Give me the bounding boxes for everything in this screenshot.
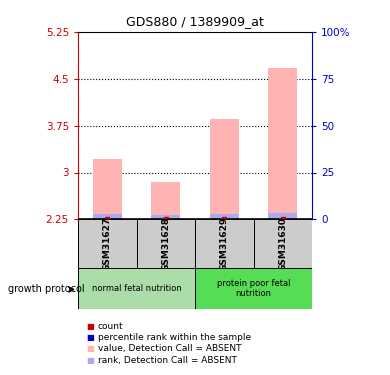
Text: GSM31627: GSM31627 xyxy=(103,217,112,271)
Bar xyxy=(136,219,195,268)
Text: rank, Detection Call = ABSENT: rank, Detection Call = ABSENT xyxy=(98,356,236,364)
Text: protein poor fetal
nutrition: protein poor fetal nutrition xyxy=(217,279,290,298)
Text: GSM31630: GSM31630 xyxy=(278,217,287,271)
Bar xyxy=(254,219,312,268)
Bar xyxy=(78,268,195,309)
Text: ■: ■ xyxy=(86,356,94,364)
Text: GSM31629: GSM31629 xyxy=(220,217,229,271)
Text: ■: ■ xyxy=(86,333,94,342)
Bar xyxy=(93,159,122,219)
Text: GSM31628: GSM31628 xyxy=(161,217,170,271)
Bar xyxy=(151,215,180,219)
Text: normal fetal nutrition: normal fetal nutrition xyxy=(92,284,181,293)
Text: percentile rank within the sample: percentile rank within the sample xyxy=(98,333,251,342)
Text: ■: ■ xyxy=(86,344,94,353)
Bar xyxy=(195,268,312,309)
Title: GDS880 / 1389909_at: GDS880 / 1389909_at xyxy=(126,15,264,28)
Text: ■: ■ xyxy=(86,322,94,331)
Bar xyxy=(210,119,239,219)
Bar xyxy=(78,219,136,268)
Text: count: count xyxy=(98,322,123,331)
Bar xyxy=(268,68,297,219)
Text: growth protocol: growth protocol xyxy=(8,285,84,294)
Bar xyxy=(151,182,180,219)
Bar xyxy=(268,213,297,219)
Bar xyxy=(93,214,122,219)
Text: value, Detection Call = ABSENT: value, Detection Call = ABSENT xyxy=(98,344,241,353)
Bar xyxy=(210,214,239,219)
Bar xyxy=(195,219,254,268)
